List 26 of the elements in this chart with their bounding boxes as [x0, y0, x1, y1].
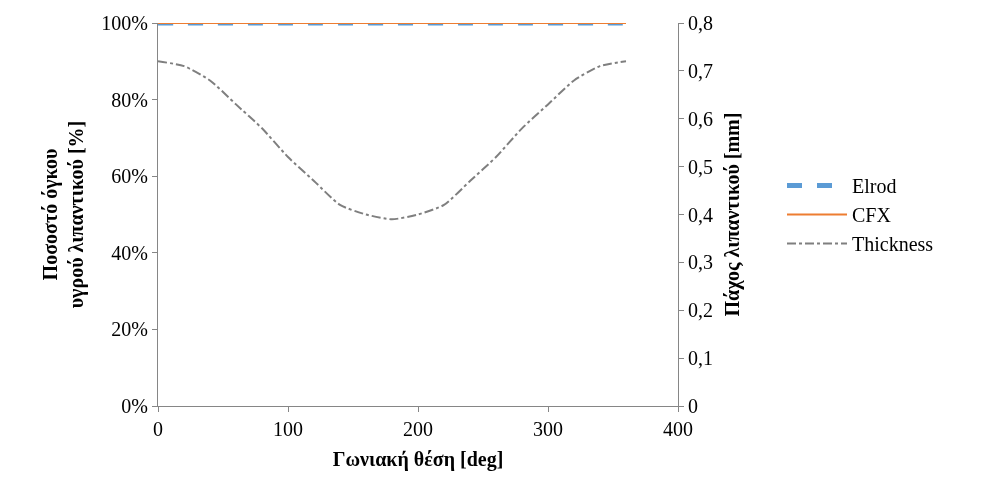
y2-axis-title: Πάχος λιπαντικού [mm] [720, 112, 744, 317]
x-tick-label: 300 [533, 418, 563, 440]
y2-tick-label: 0,8 [688, 12, 713, 34]
legend-label: CFX [852, 204, 892, 227]
y-tick-label: 20% [111, 318, 148, 341]
x-tick-label: 200 [403, 418, 433, 440]
y-tick-label: 100% [101, 12, 148, 34]
x-tick-label: 400 [663, 418, 693, 440]
y-axis-title: Ποσοστό όγκου υγρού λιπαντικού [%] [38, 120, 88, 309]
legend-label: Thickness [852, 233, 934, 256]
y2-tick-label: 0,7 [688, 59, 713, 82]
y-tick-label: 0% [121, 395, 148, 417]
y-tick-label: 60% [111, 165, 148, 188]
y-tick-label: 40% [111, 241, 148, 264]
y2-tick-label: 0,2 [688, 299, 713, 322]
y2-tick-label: 0,6 [688, 107, 713, 130]
legend-label: Elrod [852, 175, 897, 198]
y2-tick-label: 0,5 [688, 155, 713, 178]
y2-tick-label: 0 [688, 395, 698, 417]
y2-tick-label: 0,3 [688, 251, 713, 274]
y2-tick-label: 0,4 [688, 203, 713, 226]
y-tick-label: 80% [111, 88, 148, 111]
x-tick-label: 100 [273, 418, 303, 440]
x-tick-label: 0 [153, 418, 163, 440]
x-axis-title: Γωνιακή θέση [deg] [332, 447, 504, 471]
y2-tick-label: 0,1 [688, 347, 713, 370]
